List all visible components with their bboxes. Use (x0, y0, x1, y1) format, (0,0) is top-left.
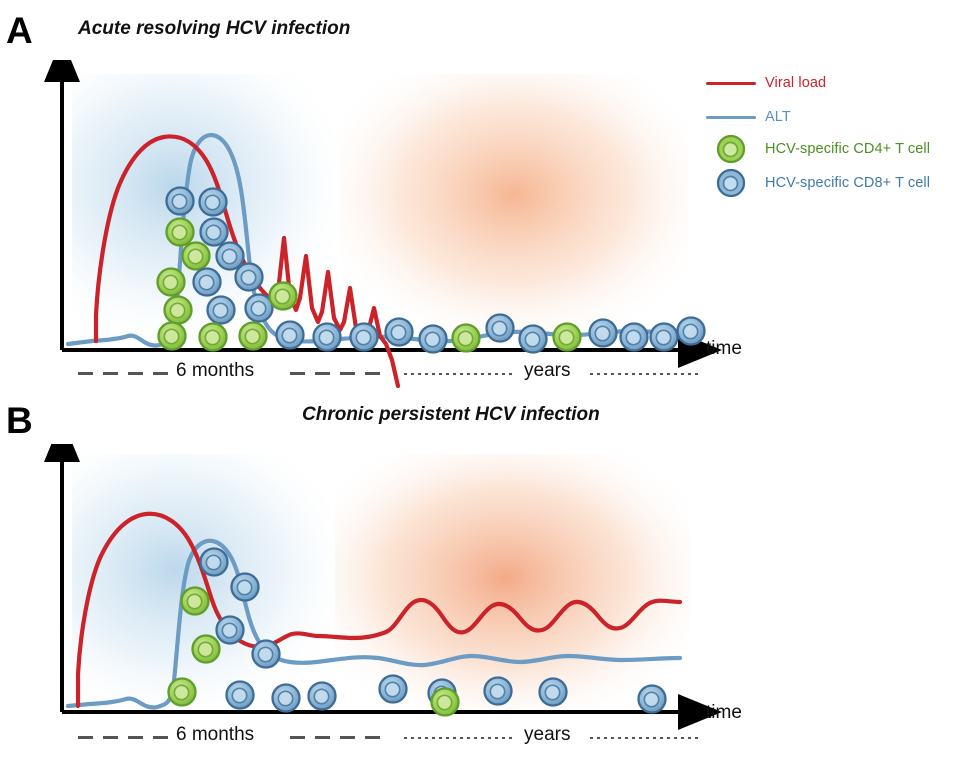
dashed-rule-left-a (78, 372, 173, 375)
dotted-rule-left-b (404, 737, 514, 739)
legend: Viral load ALT HCV-specific CD4+ T cell … (706, 72, 959, 202)
dashed-rule-left-b (78, 736, 173, 739)
line-swatch-icon (706, 81, 756, 85)
line-swatch-icon (706, 115, 756, 119)
blue-cell-icon (706, 168, 756, 198)
panel-title-a: Acute resolving HCV infection (78, 18, 351, 39)
legend-label-viral-load: Viral load (765, 75, 827, 91)
legend-item-alt: ALT (706, 106, 791, 128)
legend-item-cd8: HCV-specific CD8+ T cell (706, 168, 931, 198)
dotted-rule-right-a (590, 373, 700, 375)
legend-item-viral-load: Viral load (706, 72, 826, 94)
panel-letter-a: A (6, 10, 33, 51)
time-axis-label-a: time (706, 338, 742, 359)
time-axis-label-b: time (706, 702, 742, 723)
dashed-rule-right-b (290, 736, 385, 739)
dashed-rule-right-a (290, 372, 385, 375)
panel-chronic-persistent: B Chronic persistent HCV infection (0, 392, 959, 764)
axis-caption-years-b: years (524, 724, 571, 745)
axis-caption-years-a: years (524, 360, 571, 381)
dotted-rule-right-b (590, 737, 700, 739)
panel-title-b: Chronic persistent HCV infection (302, 404, 600, 425)
plot-area-a (0, 60, 790, 390)
legend-item-cd4: HCV-specific CD4+ T cell (706, 134, 931, 164)
legend-label-cd8: HCV-specific CD8+ T cell (765, 175, 931, 191)
green-cell-icon (706, 134, 756, 164)
panel-acute-resolving: A Acute resolving HCV infection (0, 10, 790, 390)
axis-caption-months-a: 6 months (176, 360, 255, 381)
plot-area-b (0, 444, 790, 754)
panel-letter-b: B (6, 400, 33, 441)
legend-label-alt: ALT (765, 109, 791, 125)
legend-label-cd4: HCV-specific CD4+ T cell (765, 141, 931, 157)
dotted-rule-left-a (404, 373, 514, 375)
axis-caption-months-b: 6 months (176, 724, 255, 745)
viral-load-curve-b (75, 511, 683, 709)
